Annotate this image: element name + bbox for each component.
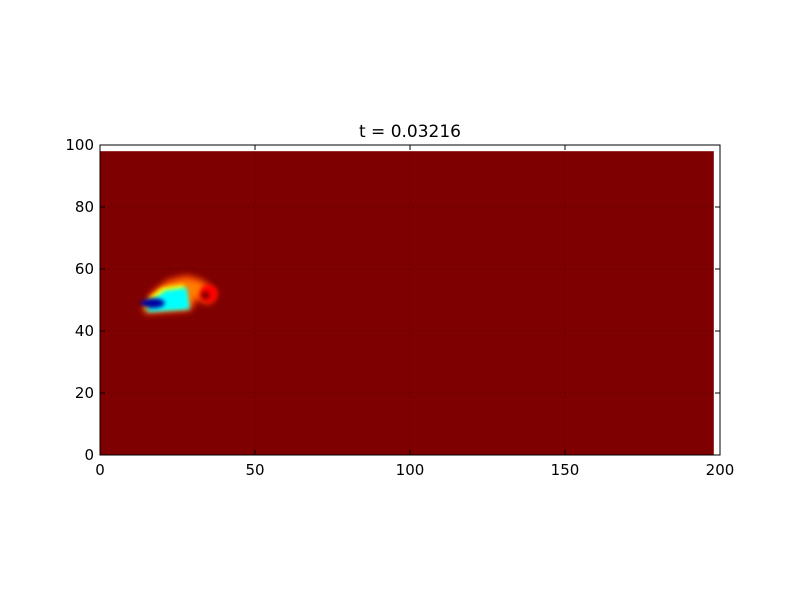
x-tick-label: 200 [706, 461, 735, 479]
y-axis: 0 20 40 60 80 100 [65, 136, 720, 464]
feature-deep-blue-core [140, 298, 165, 309]
grid-lines [100, 145, 720, 455]
y-tick-label: 60 [75, 260, 94, 278]
feature-curl-center [201, 291, 210, 300]
heatmap-feature [140, 276, 218, 313]
x-tick-label: 0 [95, 461, 105, 479]
x-axis: 0 50 100 150 200 [95, 145, 734, 479]
y-tick-label: 20 [75, 384, 94, 402]
plot-area [100, 145, 720, 455]
x-tick-label: 50 [245, 461, 264, 479]
y-tick-label: 40 [75, 322, 94, 340]
x-tick-label: 100 [396, 461, 425, 479]
y-tick-label: 100 [65, 136, 94, 154]
y-tick-label: 80 [75, 198, 94, 216]
y-tick-label: 0 [84, 446, 94, 464]
x-tick-label: 150 [551, 461, 580, 479]
heatmap-field [100, 151, 714, 455]
chart-title: t = 0.03216 [359, 122, 461, 142]
